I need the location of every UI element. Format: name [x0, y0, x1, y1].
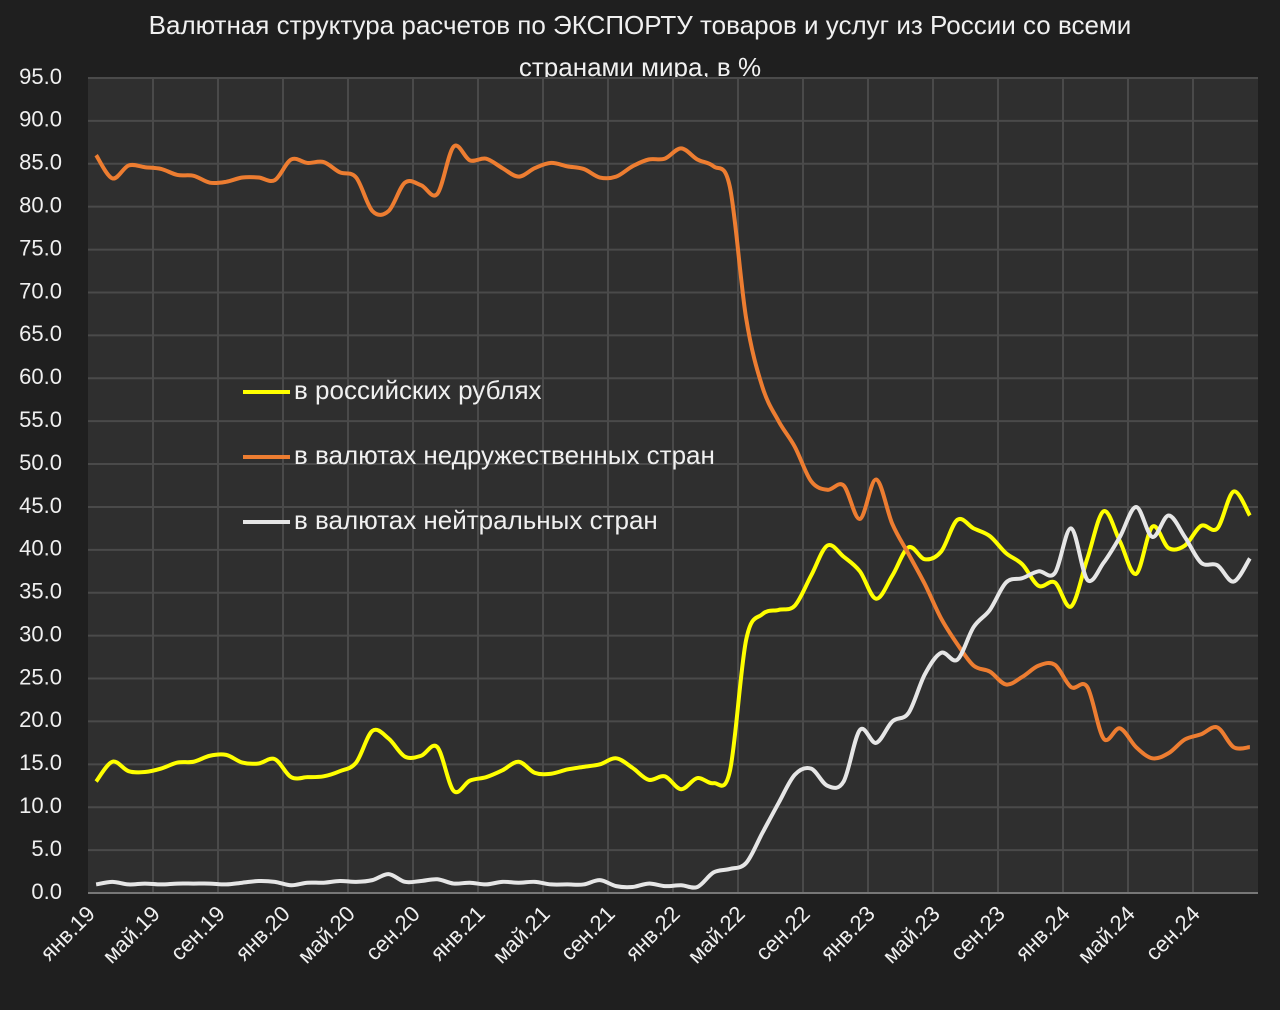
- y-tick-label: 35.0: [19, 579, 62, 604]
- x-tick-label: май.22: [682, 901, 749, 968]
- y-tick-label: 50.0: [19, 450, 62, 475]
- y-tick-label: 70.0: [19, 278, 62, 303]
- legend-label: в российских рублях: [294, 375, 542, 405]
- legend-label: в валютах недружественных стран: [294, 440, 715, 470]
- x-tick-label: сен.23: [945, 901, 1009, 965]
- y-tick-label: 10.0: [19, 793, 62, 818]
- y-tick-label: 30.0: [19, 621, 62, 646]
- y-tick-label: 90.0: [19, 107, 62, 132]
- y-tick-label: 95.0: [19, 64, 62, 89]
- y-tick-label: 25.0: [19, 664, 62, 689]
- x-tick-label: сен.22: [750, 901, 814, 965]
- series-line: [95, 504, 1252, 890]
- y-tick-label: 65.0: [19, 321, 62, 346]
- x-tick-label: май.21: [487, 901, 554, 968]
- x-tick-label: сен.21: [555, 901, 619, 965]
- y-tick-label: 20.0: [19, 707, 62, 732]
- series-line: [94, 143, 1251, 761]
- x-tick-label: янв.19: [35, 901, 100, 966]
- x-tick-label: янв.23: [815, 901, 880, 966]
- y-tick-label: 0.0: [31, 879, 62, 904]
- x-tick-label: янв.20: [230, 901, 295, 966]
- x-tick-label: янв.24: [1010, 901, 1075, 966]
- y-tick-label: 5.0: [31, 836, 62, 861]
- x-tick-label: янв.21: [425, 901, 490, 966]
- y-tick-label: 55.0: [19, 407, 62, 432]
- x-tick-label: сен.24: [1140, 901, 1204, 965]
- y-tick-label: 75.0: [19, 235, 62, 260]
- y-tick-label: 60.0: [19, 364, 62, 389]
- y-tick-label: 15.0: [19, 750, 62, 775]
- chart-title: Валютная структура расчетов по ЭКСПОРТУ …: [148, 10, 1132, 82]
- y-tick-label: 45.0: [19, 493, 62, 518]
- x-tick-label: май.23: [877, 901, 944, 968]
- x-tick-label: май.19: [97, 901, 164, 968]
- legend-label: в валютах нейтральных стран: [294, 505, 658, 535]
- x-tick-label: сен.19: [165, 901, 229, 965]
- x-tick-label: май.24: [1072, 901, 1139, 968]
- x-tick-label: янв.22: [620, 901, 685, 966]
- x-tick-label: сен.20: [360, 901, 424, 965]
- x-tick-label: май.20: [292, 901, 359, 968]
- y-tick-label: 80.0: [19, 192, 62, 217]
- y-tick-label: 85.0: [19, 150, 62, 175]
- y-tick-label: 40.0: [19, 536, 62, 561]
- series-line: [94, 489, 1252, 795]
